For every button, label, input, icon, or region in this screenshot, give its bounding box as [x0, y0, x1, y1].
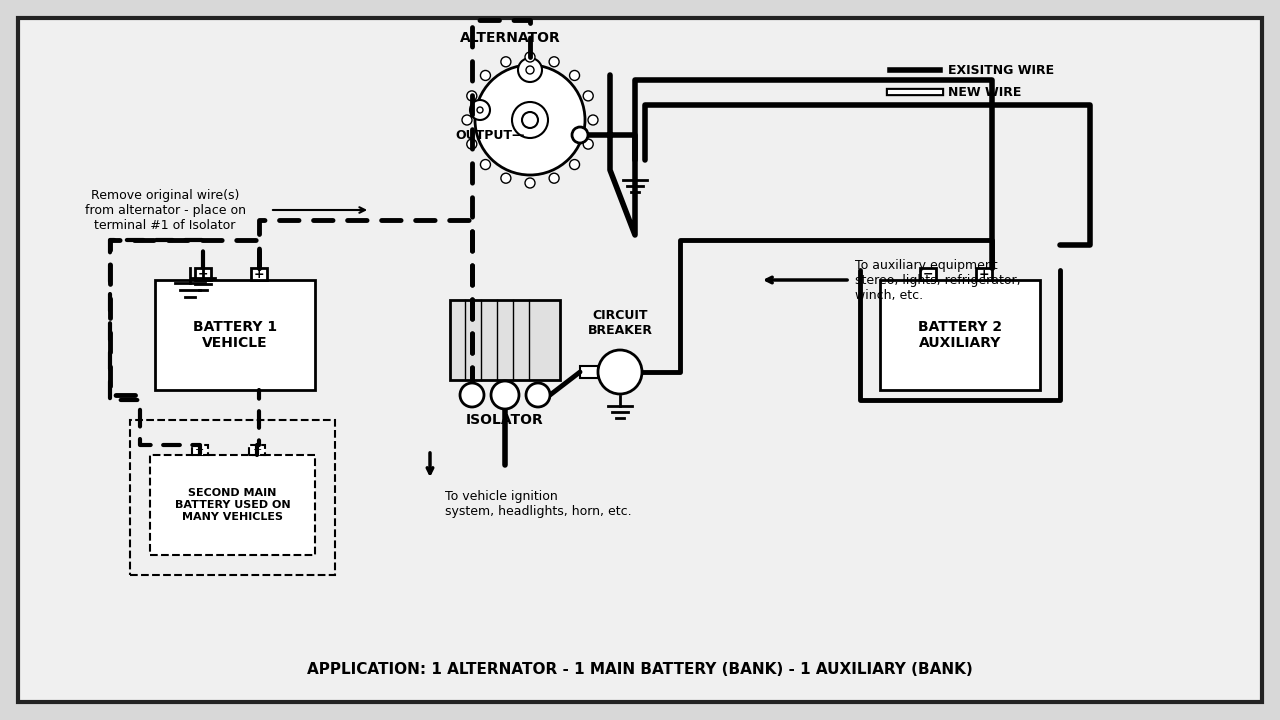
- Circle shape: [462, 115, 472, 125]
- Circle shape: [470, 100, 490, 120]
- Text: APPLICATION: 1 ALTERNATOR - 1 MAIN BATTERY (BANK) - 1 AUXILIARY (BANK): APPLICATION: 1 ALTERNATOR - 1 MAIN BATTE…: [307, 662, 973, 678]
- Bar: [131, 420, 335, 575]
- Circle shape: [480, 160, 490, 169]
- Text: A: A: [500, 389, 509, 402]
- Text: BATTERY 2
AUXILIARY: BATTERY 2 AUXILIARY: [918, 320, 1002, 350]
- Text: 2: 2: [534, 389, 543, 402]
- Bar: [150, 455, 315, 555]
- Circle shape: [500, 174, 511, 183]
- Circle shape: [480, 71, 490, 81]
- Text: ISOLATOR: ISOLATOR: [466, 413, 544, 427]
- Bar: [155, 280, 315, 390]
- Circle shape: [572, 127, 588, 143]
- Circle shape: [500, 57, 511, 67]
- Text: +: +: [576, 130, 585, 140]
- Circle shape: [477, 107, 483, 113]
- Text: To auxiliary equipment
stereo, lights, refrigerator,
winch, etc.: To auxiliary equipment stereo, lights, r…: [855, 258, 1020, 302]
- Text: To vehicle ignition
system, headlights, horn, etc.: To vehicle ignition system, headlights, …: [445, 490, 631, 518]
- Text: ALTERNATOR: ALTERNATOR: [460, 31, 561, 45]
- Circle shape: [512, 102, 548, 138]
- Bar: [920, 268, 936, 280]
- Text: +: +: [979, 268, 989, 281]
- Bar: [451, 300, 561, 380]
- Circle shape: [549, 174, 559, 183]
- Bar: [879, 280, 1039, 390]
- Text: CIRCUIT
BREAKER: CIRCUIT BREAKER: [588, 309, 653, 337]
- Circle shape: [584, 91, 593, 101]
- Circle shape: [460, 383, 484, 407]
- Circle shape: [588, 115, 598, 125]
- Circle shape: [522, 112, 538, 128]
- Circle shape: [518, 58, 541, 82]
- Text: −: −: [197, 268, 209, 281]
- Circle shape: [570, 71, 580, 81]
- Circle shape: [526, 383, 550, 407]
- Text: −: −: [923, 268, 933, 281]
- Bar: [975, 268, 992, 280]
- Circle shape: [598, 350, 643, 394]
- Text: +: +: [253, 268, 264, 281]
- Text: 1: 1: [467, 389, 476, 402]
- Circle shape: [570, 160, 580, 169]
- Circle shape: [525, 178, 535, 188]
- Circle shape: [525, 52, 535, 62]
- Text: OUTPUT—: OUTPUT—: [456, 128, 525, 142]
- Circle shape: [549, 57, 559, 67]
- Text: NEW WIRE: NEW WIRE: [948, 86, 1021, 99]
- Bar: [192, 445, 207, 455]
- Circle shape: [467, 91, 476, 101]
- Circle shape: [492, 381, 518, 409]
- Circle shape: [584, 139, 593, 149]
- Bar: [195, 268, 211, 280]
- Circle shape: [526, 66, 534, 74]
- Text: EXISITNG WIRE: EXISITNG WIRE: [948, 63, 1055, 76]
- Circle shape: [467, 139, 476, 149]
- Text: −: −: [195, 445, 205, 455]
- Bar: [580, 366, 598, 378]
- Text: SECOND MAIN
BATTERY USED ON
MANY VEHICLES: SECOND MAIN BATTERY USED ON MANY VEHICLE…: [174, 488, 291, 521]
- Text: Remove original wire(s)
from alternator - place on
terminal #1 of Isolator: Remove original wire(s) from alternator …: [84, 189, 246, 232]
- Text: +: +: [252, 445, 262, 455]
- Bar: [251, 268, 268, 280]
- Text: BATTERY 1
VEHICLE: BATTERY 1 VEHICLE: [193, 320, 276, 350]
- Bar: [250, 445, 265, 455]
- Circle shape: [475, 65, 585, 175]
